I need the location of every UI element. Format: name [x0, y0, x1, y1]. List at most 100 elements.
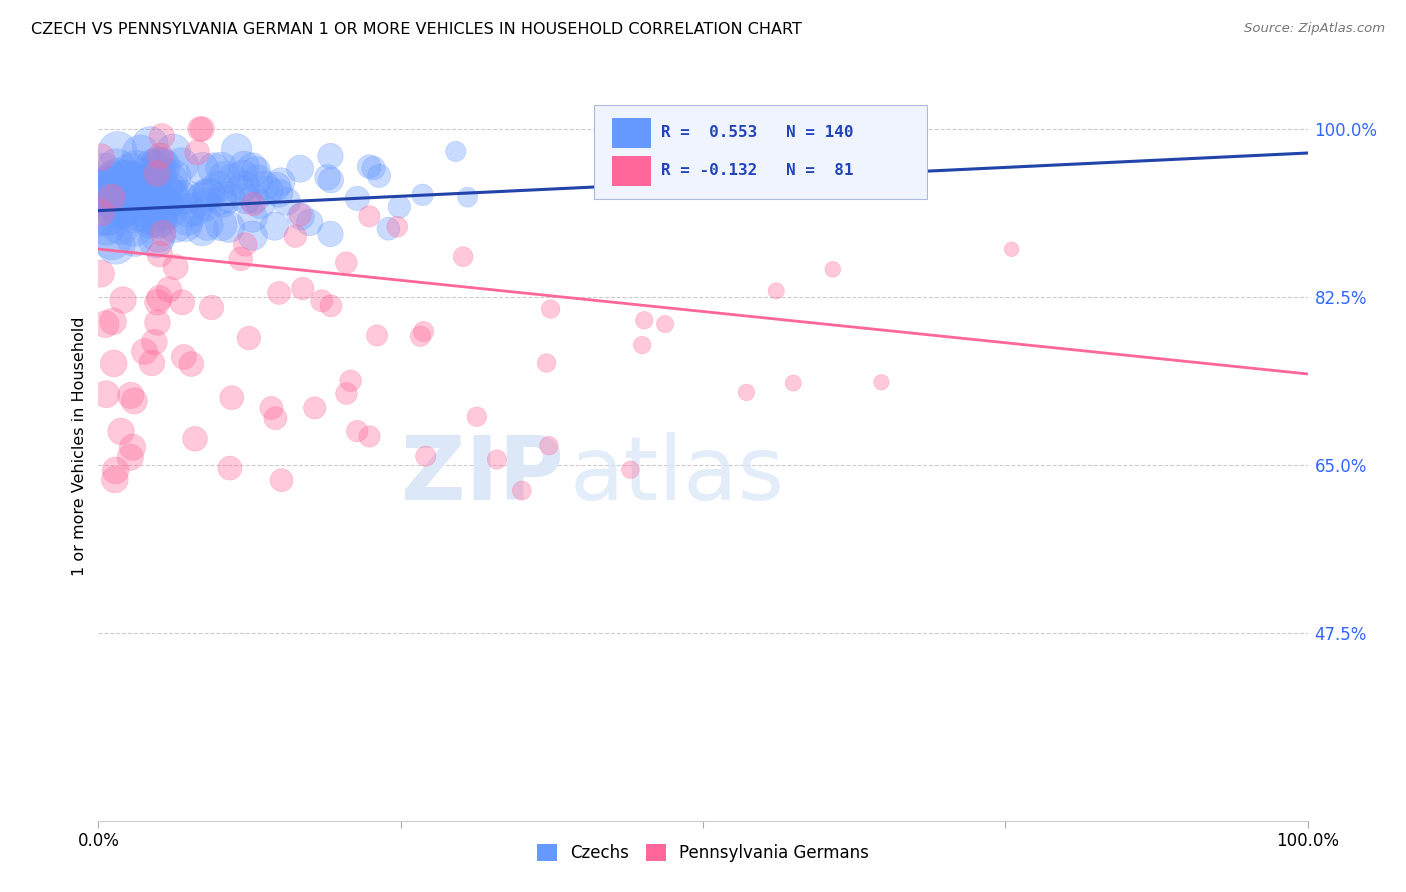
Point — [146, 166, 169, 180]
Point — [270, 175, 292, 189]
Point — [93, 166, 115, 180]
Text: R = -0.132   N =  81: R = -0.132 N = 81 — [661, 163, 853, 178]
Point — [150, 206, 173, 220]
Point — [186, 145, 208, 160]
Point — [107, 144, 129, 158]
Point — [149, 149, 172, 163]
Point — [221, 391, 243, 405]
Point — [263, 219, 285, 234]
Point — [118, 171, 141, 186]
Point — [290, 210, 312, 224]
Point — [148, 213, 170, 227]
Point — [118, 187, 141, 202]
Point — [191, 161, 214, 176]
Point — [129, 146, 152, 161]
Point — [131, 194, 153, 209]
Point — [141, 193, 163, 207]
Point — [122, 220, 145, 235]
Point — [221, 172, 243, 186]
Point — [225, 142, 247, 156]
Point — [232, 168, 254, 182]
Point — [111, 293, 134, 307]
Point — [209, 192, 232, 206]
Point — [180, 357, 202, 371]
Point — [103, 174, 125, 188]
Point — [188, 122, 211, 136]
Point — [121, 440, 143, 454]
Point — [242, 211, 264, 225]
Point — [118, 173, 141, 187]
Point — [176, 211, 198, 226]
Point — [219, 461, 242, 475]
Point — [101, 182, 124, 196]
Point — [388, 200, 411, 214]
Point — [165, 219, 187, 233]
Point — [243, 192, 266, 206]
Point — [633, 313, 655, 327]
Point — [149, 247, 172, 261]
Point — [145, 161, 167, 175]
Point — [359, 429, 381, 443]
Point — [160, 189, 183, 203]
Point — [146, 316, 169, 330]
Point — [290, 208, 312, 222]
Point — [229, 252, 252, 266]
Point — [202, 161, 225, 176]
Point — [170, 158, 193, 172]
Point — [141, 356, 163, 370]
Point — [311, 293, 333, 308]
Point — [409, 329, 432, 343]
Point — [148, 291, 170, 305]
Point — [246, 172, 269, 186]
Point — [197, 186, 219, 201]
Point — [412, 325, 434, 339]
Point — [90, 184, 112, 198]
Text: atlas: atlas — [569, 433, 785, 519]
Point — [368, 169, 391, 183]
Point — [104, 473, 127, 487]
Point — [870, 376, 893, 390]
Point — [122, 393, 145, 408]
Point — [93, 188, 115, 202]
Point — [233, 237, 256, 252]
Point — [193, 189, 215, 203]
Point — [122, 207, 145, 221]
Point — [101, 179, 124, 194]
Point — [89, 209, 111, 223]
Point — [284, 229, 307, 244]
Point — [366, 328, 388, 343]
Point — [249, 197, 271, 211]
Point — [124, 231, 146, 245]
Point — [319, 227, 342, 241]
Point — [97, 209, 120, 223]
Point — [90, 182, 112, 196]
Point — [105, 161, 128, 175]
Point — [267, 186, 290, 200]
Point — [191, 192, 214, 206]
Point — [152, 226, 174, 240]
Legend: Czechs, Pennsylvania Germans: Czechs, Pennsylvania Germans — [530, 837, 876, 869]
Point — [174, 218, 197, 232]
FancyBboxPatch shape — [613, 156, 651, 186]
Point — [150, 129, 173, 144]
Point — [233, 159, 256, 173]
Point — [146, 227, 169, 242]
Point — [110, 218, 132, 232]
Point — [112, 172, 135, 186]
Point — [335, 255, 357, 269]
Point — [619, 463, 641, 477]
Point — [172, 295, 194, 310]
Point — [111, 203, 134, 218]
Point — [276, 194, 298, 209]
Point — [134, 344, 156, 359]
Point — [145, 195, 167, 210]
Point — [173, 350, 195, 364]
Point — [143, 189, 166, 203]
Point — [90, 150, 112, 164]
Point — [101, 233, 124, 247]
Point — [112, 186, 135, 200]
Point — [134, 176, 156, 190]
Point — [291, 281, 314, 295]
Point — [451, 250, 474, 264]
Point — [540, 302, 562, 317]
